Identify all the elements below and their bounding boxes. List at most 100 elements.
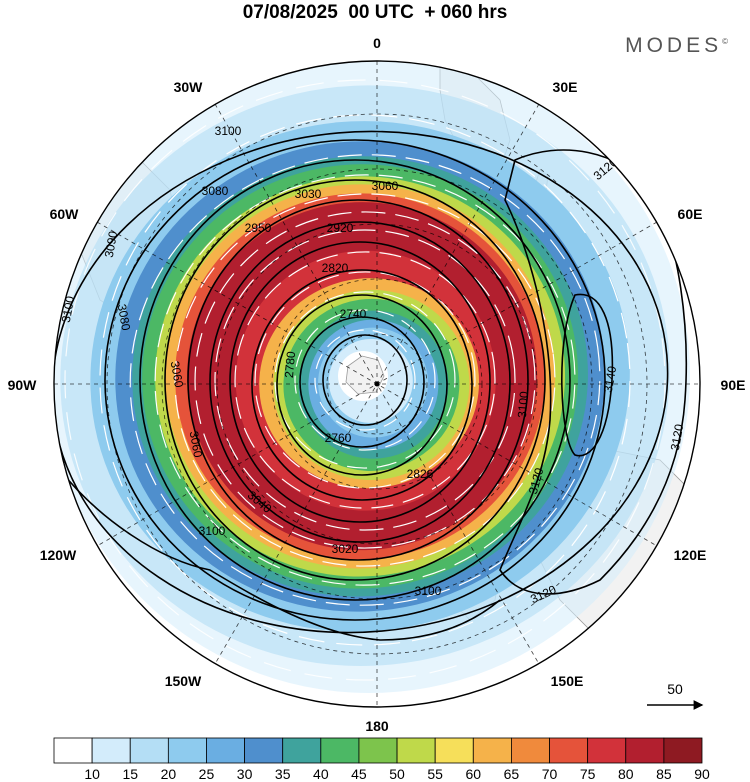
contour-label: 2760 bbox=[325, 431, 352, 445]
contour-label: 3030 bbox=[295, 187, 322, 201]
colorbar-label: 30 bbox=[237, 766, 253, 782]
contour-line bbox=[187, 199, 529, 561]
colorbar-swatch bbox=[472, 737, 512, 764]
colorbar-label: 75 bbox=[580, 766, 596, 782]
contour-line bbox=[139, 159, 571, 601]
contour-line bbox=[322, 334, 408, 426]
contour-label: 3020 bbox=[332, 542, 359, 556]
contour-line bbox=[209, 221, 511, 543]
lon-label-30w: 30W bbox=[174, 79, 204, 95]
lon-label-150w: 150W bbox=[165, 673, 202, 689]
colorbar-label: 85 bbox=[656, 766, 672, 782]
colorbar-label: 15 bbox=[122, 766, 138, 782]
colorbar-label: 25 bbox=[199, 766, 215, 782]
vector-legend-label: 50 bbox=[667, 681, 683, 697]
colorbar-swatch bbox=[663, 737, 703, 764]
colorbar-swatch bbox=[282, 737, 322, 764]
contour-label: 3100 bbox=[415, 584, 442, 598]
colorbar-swatch bbox=[167, 737, 207, 764]
colorbar-label: 20 bbox=[161, 766, 177, 782]
contour-label: 2950 bbox=[245, 221, 272, 235]
lon-label-150e: 150E bbox=[551, 673, 584, 689]
contour-line bbox=[229, 241, 491, 523]
colorbar-swatch bbox=[587, 737, 627, 764]
contour-line bbox=[104, 139, 606, 621]
antarctica-core-land bbox=[345, 355, 385, 395]
streamline bbox=[194, 211, 536, 549]
colorbar-label: 40 bbox=[313, 766, 329, 782]
colorbar-label: 65 bbox=[504, 766, 520, 782]
contour-label: 3060 bbox=[168, 360, 186, 389]
streamline bbox=[154, 174, 576, 586]
colorbar-swatch bbox=[320, 737, 360, 764]
page-title: 07/08/2025 00 UTC + 060 hrs bbox=[242, 2, 508, 23]
colorbar-label: 10 bbox=[84, 766, 100, 782]
contour-line bbox=[59, 469, 501, 641]
streamline bbox=[234, 251, 496, 509]
colorbar-label: 50 bbox=[389, 766, 405, 782]
colorbar-swatch bbox=[91, 737, 131, 764]
colorbar-swatch bbox=[625, 737, 665, 764]
colorbar-swatch bbox=[358, 737, 398, 764]
streamline bbox=[64, 79, 666, 681]
longitude-labels: 0 30E 60E 90E 120E 150E 180 150W 120W 90… bbox=[8, 35, 746, 734]
contour-label: 3060 bbox=[187, 430, 205, 459]
contour-label: 3080 bbox=[202, 184, 229, 198]
colorbar-swatch bbox=[53, 737, 93, 764]
contour-line bbox=[276, 294, 448, 476]
contour-label: 3080 bbox=[115, 303, 133, 332]
streamline bbox=[294, 309, 436, 451]
colorbar-label: 45 bbox=[351, 766, 367, 782]
lon-label-90w: 90W bbox=[8, 377, 38, 393]
lon-label-60e: 60E bbox=[678, 206, 703, 222]
contour-label: 3100 bbox=[215, 124, 242, 138]
colorbar: 10 15 20 25 30 35 40 45 50 55 60 65 70 75 80 85 90 bbox=[53, 737, 710, 782]
streamline bbox=[254, 271, 476, 489]
contour-label: 3120 bbox=[526, 466, 547, 496]
colorbar-label: 90 bbox=[694, 766, 710, 782]
colorbar-swatch bbox=[396, 737, 436, 764]
contour-label: 3100 bbox=[199, 524, 226, 538]
streamline bbox=[274, 291, 456, 469]
contour-label: 3060 bbox=[372, 179, 399, 193]
contour-line bbox=[251, 269, 473, 501]
colorbar-swatch bbox=[206, 737, 245, 764]
colorbar-label: 70 bbox=[542, 766, 558, 782]
brand-text: MODES bbox=[625, 34, 723, 57]
contour-label: 3140 bbox=[601, 365, 619, 394]
lon-label-120w: 120W bbox=[40, 547, 77, 563]
colorbar-label: 60 bbox=[466, 766, 482, 782]
lon-label-0: 0 bbox=[373, 35, 381, 51]
brand-mark: © bbox=[722, 37, 728, 46]
contour-line bbox=[164, 179, 546, 581]
lon-label-60w: 60W bbox=[50, 206, 80, 222]
contour-label: 2740 bbox=[340, 307, 367, 321]
contour-label: 2826 bbox=[407, 467, 434, 481]
colorbar-swatch bbox=[511, 737, 550, 764]
colorbar-swatch bbox=[434, 737, 474, 764]
map-boundary bbox=[53, 60, 701, 708]
colorbar-label: 55 bbox=[427, 766, 443, 782]
colorbar-label: 35 bbox=[275, 766, 291, 782]
contour-label: 3090 bbox=[102, 230, 120, 259]
contour-label: 2820 bbox=[322, 261, 349, 275]
contour-label: 3120 bbox=[668, 423, 686, 452]
streamline bbox=[129, 154, 601, 606]
contour-label: 3100 bbox=[515, 390, 531, 418]
lon-label-30e: 30E bbox=[553, 79, 578, 95]
lon-label-90e: 90E bbox=[721, 377, 746, 393]
contour-label: 2780 bbox=[282, 350, 298, 378]
contour-line bbox=[54, 130, 669, 634]
colorbar-swatch bbox=[549, 737, 589, 764]
map-content: 3100 3080 3030 3060 2950 2920 2820 3090 … bbox=[54, 61, 700, 707]
colorbar-label: 80 bbox=[618, 766, 634, 782]
lon-label-180: 180 bbox=[365, 718, 389, 734]
colorbar-swatch bbox=[129, 737, 169, 764]
lon-label-120e: 120E bbox=[674, 547, 707, 563]
south-pole-marker bbox=[374, 381, 380, 387]
brand-logo: MODES© bbox=[625, 34, 728, 58]
contour-line bbox=[299, 316, 425, 448]
contour-label: 2920 bbox=[327, 221, 354, 235]
vector-legend: 50 bbox=[647, 681, 704, 710]
